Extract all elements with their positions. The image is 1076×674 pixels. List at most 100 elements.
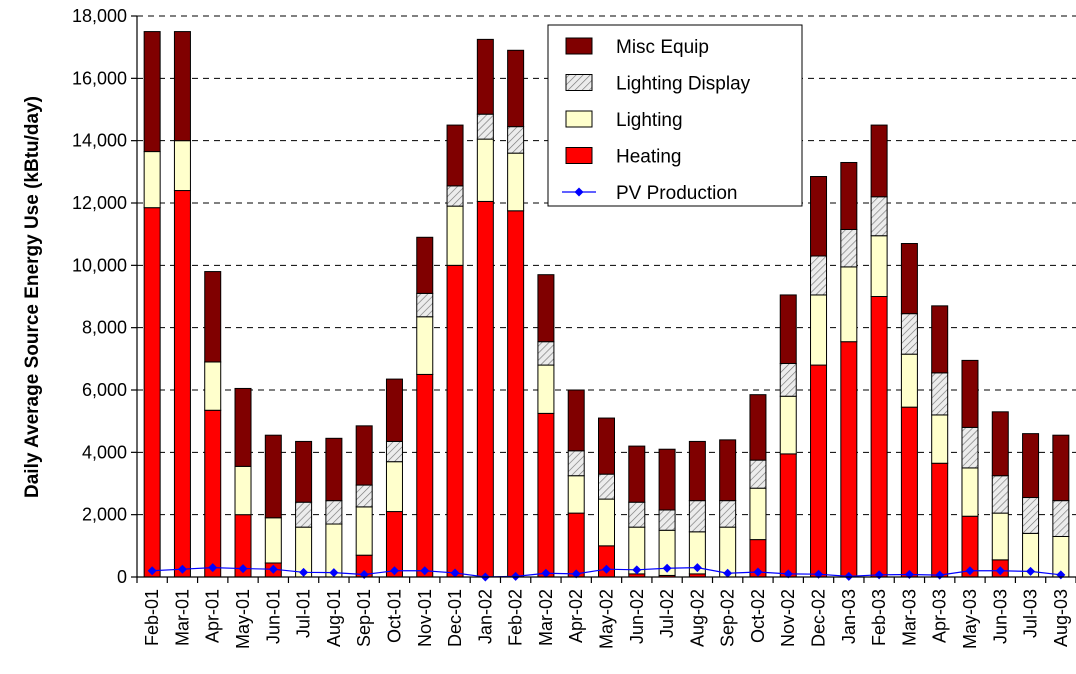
bar-misc-equip xyxy=(840,161,858,230)
bar-heating xyxy=(173,190,191,578)
pv-production-point xyxy=(329,568,339,578)
bar-heating xyxy=(507,210,525,578)
y-tick-label: 6,000 xyxy=(82,380,127,400)
bar-lighting-display xyxy=(1022,497,1040,534)
y-tick-label: 0 xyxy=(117,567,127,587)
bar-heating xyxy=(840,341,858,578)
stacked-bars xyxy=(143,31,1070,578)
bar-lighting-display xyxy=(810,255,828,296)
x-tick-label: Mar-03 xyxy=(899,589,919,646)
bar-misc-equip xyxy=(749,394,767,461)
pv-production-point xyxy=(995,566,1005,576)
bar-lighting-display xyxy=(900,313,918,355)
bar-misc-equip xyxy=(719,439,737,502)
legend-label-misc-equip: Misc Equip xyxy=(616,37,709,58)
x-tick-label: Mar-02 xyxy=(536,589,556,646)
bar-heating xyxy=(537,412,555,578)
y-tick-label: 2,000 xyxy=(82,505,127,525)
bar-misc-equip xyxy=(1022,433,1040,499)
legend-swatch-misc-equip xyxy=(565,37,593,55)
bar-lighting xyxy=(567,475,585,514)
pv-production-point xyxy=(844,571,854,581)
x-tick-label: May-03 xyxy=(960,589,980,649)
y-tick-label: 4,000 xyxy=(82,442,127,462)
bar-lighting-display xyxy=(779,363,797,397)
pv-production-point xyxy=(450,568,460,578)
pv-production-point xyxy=(268,564,278,574)
x-tick-label: Jul-03 xyxy=(1021,589,1041,638)
legend-label-lighting-display: Lighting Display xyxy=(616,74,751,95)
bar-lighting-display xyxy=(598,473,615,500)
bar-misc-equip xyxy=(143,31,161,153)
x-tick-label: Sep-01 xyxy=(354,589,374,647)
bar-heating xyxy=(900,406,918,578)
legend-marker-pv-production xyxy=(574,187,584,197)
bar-lighting-display xyxy=(537,341,555,366)
bar-heating xyxy=(567,512,585,578)
x-tick-label: Aug-03 xyxy=(1051,589,1071,647)
pv-production-point xyxy=(208,563,218,573)
bar-misc-equip xyxy=(385,378,403,442)
bar-lighting xyxy=(416,316,434,375)
legend: Misc Equip Lighting Display Lighting Heatin… xyxy=(547,24,803,207)
pv-production-point xyxy=(420,566,430,576)
x-tick-label: Apr-01 xyxy=(203,589,223,643)
pv-production-point xyxy=(723,568,733,578)
x-tick-label: Oct-02 xyxy=(748,589,768,643)
x-tick-label: Feb-03 xyxy=(869,589,889,646)
bar-lighting xyxy=(598,498,615,547)
y-tick-label: 16,000 xyxy=(72,68,127,88)
pv-production-point xyxy=(602,564,611,574)
bar-misc-equip xyxy=(658,448,676,511)
x-tick-label: Jan-03 xyxy=(839,589,859,644)
pv-production-point xyxy=(511,571,521,581)
bar-lighting xyxy=(991,512,1009,561)
bar-misc-equip xyxy=(476,38,494,115)
bar-lighting-display xyxy=(749,459,767,489)
x-tick-label: Dec-02 xyxy=(809,589,829,647)
axes: 0 2,000 4,000 6,000 8,000 10,000 12,000 14,000 1… xyxy=(72,6,1076,649)
pv-production-point xyxy=(692,563,702,573)
bar-lighting-display xyxy=(1052,500,1070,537)
legend-label-lighting: Lighting xyxy=(616,110,683,131)
bar-misc-equip xyxy=(961,359,979,428)
bar-lighting xyxy=(840,266,858,343)
bar-misc-equip xyxy=(355,425,373,486)
bar-lighting xyxy=(507,152,525,212)
x-tick-label: Oct-01 xyxy=(384,589,404,643)
legend-swatch-heating xyxy=(565,147,593,164)
y-tick-label: 18,000 xyxy=(72,6,127,26)
x-tick-label: May-01 xyxy=(233,589,253,649)
bar-misc-equip xyxy=(1052,434,1070,502)
x-tick-label: May-02 xyxy=(597,589,617,649)
bar-heating xyxy=(931,462,949,578)
pv-production-point xyxy=(571,569,581,579)
legend-label-heating: Heating xyxy=(616,147,682,168)
bar-lighting-display xyxy=(628,501,646,528)
x-tick-label: Mar-01 xyxy=(172,589,192,646)
x-tick-label: Jun-02 xyxy=(627,589,647,644)
x-tick-label: Nov-01 xyxy=(415,589,435,647)
bar-lighting-display xyxy=(416,292,434,318)
bar-misc-equip xyxy=(779,294,797,365)
pv-production-point xyxy=(662,563,672,573)
bar-lighting-display xyxy=(385,440,403,463)
x-tick-label: Dec-01 xyxy=(445,589,465,647)
x-tick-label: Sep-02 xyxy=(718,589,738,647)
bar-misc-equip xyxy=(628,445,646,503)
bar-heating xyxy=(810,364,828,578)
x-tick-label: Jun-03 xyxy=(990,589,1010,644)
bar-misc-equip xyxy=(810,176,828,257)
y-tick-label: 12,000 xyxy=(72,193,127,213)
x-tick-label: Feb-01 xyxy=(142,589,162,646)
bar-misc-equip xyxy=(931,305,949,374)
bar-lighting xyxy=(204,361,222,411)
bar-lighting xyxy=(476,138,494,202)
pv-production-point xyxy=(177,564,187,574)
x-tick-label: Feb-02 xyxy=(506,589,526,646)
bar-lighting xyxy=(931,414,949,464)
bar-lighting xyxy=(234,465,252,516)
bar-lighting xyxy=(779,395,797,455)
bar-lighting xyxy=(870,235,888,298)
bar-lighting xyxy=(385,461,403,513)
